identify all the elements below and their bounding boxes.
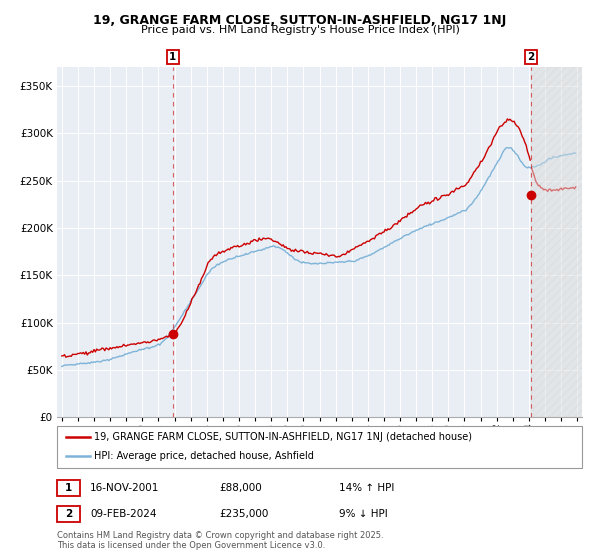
Text: 14% ↑ HPI: 14% ↑ HPI: [339, 483, 394, 493]
Text: £235,000: £235,000: [219, 509, 268, 519]
Text: 19, GRANGE FARM CLOSE, SUTTON-IN-ASHFIELD, NG17 1NJ (detached house): 19, GRANGE FARM CLOSE, SUTTON-IN-ASHFIEL…: [94, 432, 472, 442]
Text: 2: 2: [65, 509, 72, 519]
Text: 09-FEB-2024: 09-FEB-2024: [90, 509, 157, 519]
Text: Contains HM Land Registry data © Crown copyright and database right 2025.
This d: Contains HM Land Registry data © Crown c…: [57, 530, 383, 550]
Text: 1: 1: [169, 52, 176, 62]
Bar: [531, 67, 585, 417]
Text: 2: 2: [527, 52, 535, 62]
Text: 19, GRANGE FARM CLOSE, SUTTON-IN-ASHFIELD, NG17 1NJ: 19, GRANGE FARM CLOSE, SUTTON-IN-ASHFIEL…: [94, 14, 506, 27]
Text: 16-NOV-2001: 16-NOV-2001: [90, 483, 160, 493]
Text: HPI: Average price, detached house, Ashfield: HPI: Average price, detached house, Ashf…: [94, 451, 314, 461]
Text: £88,000: £88,000: [219, 483, 262, 493]
Text: Price paid vs. HM Land Registry's House Price Index (HPI): Price paid vs. HM Land Registry's House …: [140, 25, 460, 35]
Text: 1: 1: [65, 483, 72, 493]
Text: 9% ↓ HPI: 9% ↓ HPI: [339, 509, 388, 519]
